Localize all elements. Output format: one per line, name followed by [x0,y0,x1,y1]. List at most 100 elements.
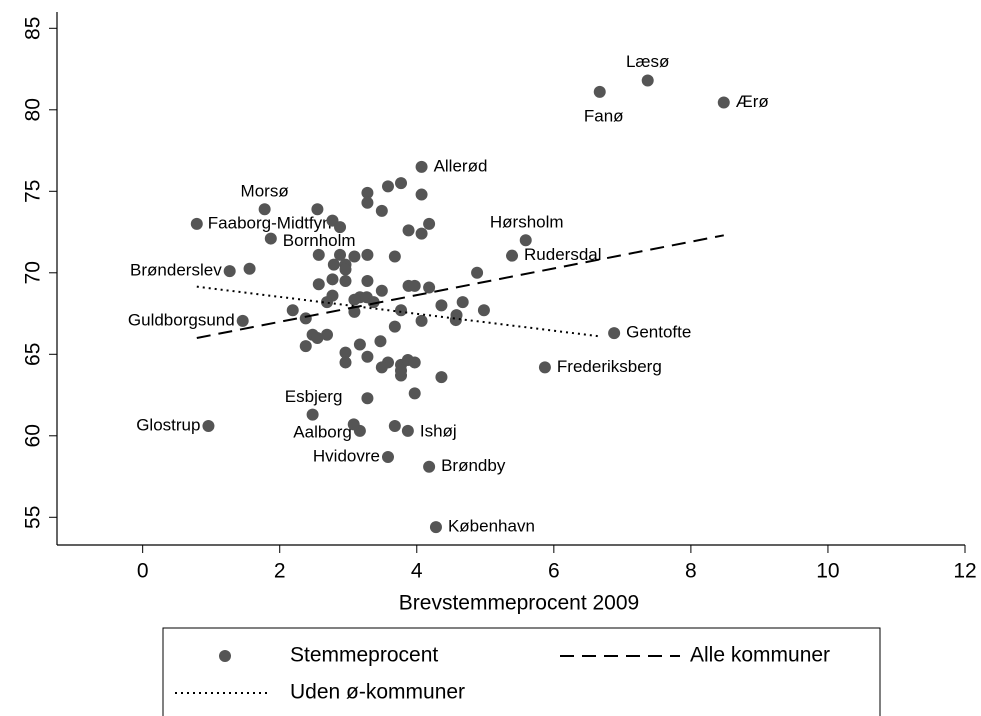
point [395,177,408,190]
y-tick-label: 75 [22,180,45,203]
legend-label: Stemmeprocent [290,644,438,667]
point [375,361,388,374]
point [388,420,401,433]
point [395,304,408,317]
point [456,296,469,309]
point [471,266,484,279]
point [361,274,374,287]
x-axis-title: Brevstemmeprocent 2009 [399,592,639,615]
point-label: Læsø [626,52,669,71]
point [312,278,325,291]
point [415,227,428,240]
point [435,299,448,312]
fit-line [196,285,600,338]
point [593,85,606,98]
point-label: Ærø [736,92,769,111]
x-tick-label: 10 [816,560,839,583]
point [321,328,334,341]
point [286,304,299,317]
point [374,335,387,348]
point [339,274,352,287]
point [299,340,312,353]
point [348,305,361,318]
point [519,234,532,247]
point-label: Fanø [584,106,624,125]
point [641,74,654,87]
y-tick-label: 55 [22,506,45,529]
point-label: Faaborg-Midtfyn [208,213,332,232]
y-tick-label: 80 [22,98,45,121]
point [243,262,256,275]
point [311,203,324,216]
point-label: Hvidovre [313,446,380,465]
legend-box [162,627,881,716]
point-label: Aalborg [293,422,352,441]
point [375,204,388,217]
point [401,424,414,437]
point [236,314,249,327]
point-label: København [448,517,535,536]
point-label: Brøndby [441,456,506,475]
point [381,450,394,463]
point [429,521,442,534]
point [348,293,361,306]
point-label: Allerød [434,156,488,175]
point [408,356,421,369]
point-label: Gentofte [626,323,691,342]
point [381,180,394,193]
point [608,327,621,340]
x-tick-label: 0 [137,560,149,583]
y-tick-label: 60 [22,424,45,447]
point [415,188,428,201]
point [326,273,339,286]
point [353,338,366,351]
point-label: Ishøj [420,421,457,440]
fit-line [196,234,724,339]
point-label: Rudersdal [524,245,602,264]
point-label: Guldborgsund [128,310,235,329]
point [306,408,319,421]
point [311,331,324,344]
point [348,250,361,263]
point [395,364,408,377]
point [477,304,490,317]
point [361,392,374,405]
y-tick-label: 85 [22,17,45,40]
point [361,248,374,261]
point [334,248,347,261]
point-label: Glostrup [136,415,200,434]
point [334,221,347,234]
point [435,371,448,384]
point [408,387,421,400]
point [388,250,401,263]
point [408,279,421,292]
point [258,203,271,216]
point-label: Bornholm [283,231,356,250]
point [339,263,352,276]
point [361,196,374,209]
legend-label: Uden ø-kommuner [290,681,465,704]
point [449,314,462,327]
point [361,350,374,363]
point [361,186,374,199]
point [423,281,436,294]
y-tick-label: 65 [22,343,45,366]
point-label: Frederiksberg [557,357,662,376]
point [717,96,730,109]
point [506,249,519,262]
point [415,314,428,327]
point [415,160,428,173]
point [223,265,236,278]
point [339,346,352,359]
point [321,296,334,309]
point [264,232,277,245]
y-tick-label: 70 [22,261,45,284]
point [347,418,360,431]
point [538,361,551,374]
point [327,258,340,271]
x-tick-label: 6 [548,560,560,583]
point [375,284,388,297]
point [423,217,436,230]
